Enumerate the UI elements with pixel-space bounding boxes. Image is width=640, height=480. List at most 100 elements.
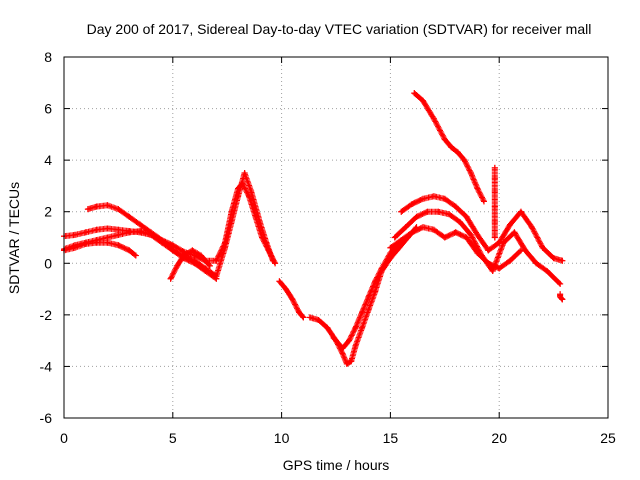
data-point xyxy=(206,262,213,269)
data-point xyxy=(441,136,448,143)
data-point xyxy=(269,257,276,264)
data-point xyxy=(391,234,398,241)
data-point xyxy=(104,225,111,232)
series-track-c xyxy=(84,202,220,282)
data-point xyxy=(420,97,427,104)
data-point xyxy=(424,208,431,215)
data-point xyxy=(359,324,366,331)
data-point xyxy=(491,175,498,182)
plot-frame xyxy=(63,56,609,419)
data-point xyxy=(507,257,514,264)
data-point xyxy=(463,234,470,241)
data-point xyxy=(104,239,111,246)
data-point xyxy=(485,260,492,267)
data-point xyxy=(84,206,91,213)
data-point xyxy=(517,208,524,215)
data-point xyxy=(491,219,498,226)
data-point xyxy=(222,244,229,251)
data-point xyxy=(491,234,498,241)
data-point xyxy=(491,164,498,171)
data-point xyxy=(559,257,566,264)
data-point xyxy=(256,219,263,226)
data-point xyxy=(289,296,296,303)
data-point xyxy=(474,231,481,238)
data-point xyxy=(457,219,464,226)
data-point xyxy=(263,239,270,246)
data-point xyxy=(528,224,535,231)
data-point xyxy=(82,240,89,247)
data-point xyxy=(441,234,448,241)
data-point xyxy=(115,231,122,238)
data-point xyxy=(104,202,111,209)
y-tick-label: 2 xyxy=(44,204,52,220)
data-point xyxy=(435,208,442,215)
data-point xyxy=(248,188,255,195)
data-point xyxy=(359,309,366,316)
data-point xyxy=(452,229,459,236)
data-point xyxy=(137,228,144,235)
data-point xyxy=(346,337,353,344)
data-point xyxy=(352,342,359,349)
data-point xyxy=(343,360,350,367)
y-tick-label: 8 xyxy=(44,49,52,65)
data-point xyxy=(174,262,181,269)
data-point xyxy=(132,252,139,259)
data-point xyxy=(189,247,196,254)
data-point xyxy=(441,195,448,202)
data-point xyxy=(282,286,289,293)
data-point xyxy=(550,255,557,262)
data-point xyxy=(387,244,394,251)
data-point xyxy=(446,211,453,218)
data-point xyxy=(180,252,187,259)
y-tick-label: 6 xyxy=(44,101,52,117)
data-point xyxy=(398,208,405,215)
data-point xyxy=(533,260,540,267)
data-point xyxy=(480,198,487,205)
y-tick-label: -2 xyxy=(40,307,53,323)
data-point xyxy=(82,229,89,236)
data-point xyxy=(411,90,418,97)
data-point xyxy=(300,314,307,321)
data-point xyxy=(496,265,503,272)
series-track-e xyxy=(167,247,213,282)
data-point xyxy=(137,221,144,228)
data-point xyxy=(126,229,133,236)
data-point xyxy=(409,200,416,207)
data-point xyxy=(474,249,481,256)
data-point xyxy=(467,231,474,238)
data-point xyxy=(378,265,385,272)
data-point xyxy=(372,278,379,285)
series-track-j xyxy=(398,193,566,264)
data-point xyxy=(491,188,498,195)
data-point xyxy=(104,234,111,241)
data-point xyxy=(463,213,470,220)
tick-labels: 0 5 10 15 20 25 -6 -4 -2 0 2 4 6 8 xyxy=(40,49,616,446)
data-point xyxy=(500,239,507,246)
data-point xyxy=(474,185,481,192)
data-point xyxy=(365,306,372,313)
data-point xyxy=(454,149,461,156)
data-point xyxy=(491,203,498,210)
x-tick-label: 25 xyxy=(600,430,616,446)
data-point xyxy=(169,247,176,254)
data-point xyxy=(448,144,455,151)
data-point xyxy=(511,229,518,236)
data-point xyxy=(324,324,331,331)
data-point xyxy=(148,229,155,236)
series-track-i xyxy=(411,90,487,205)
x-tick-label: 15 xyxy=(383,430,399,446)
data-point xyxy=(202,268,209,275)
data-point xyxy=(158,237,165,244)
data-point xyxy=(452,203,459,210)
data-point xyxy=(365,293,372,300)
data-point xyxy=(306,314,313,321)
series-track-k xyxy=(391,208,564,287)
y-tick-label: 4 xyxy=(44,152,52,168)
data-point xyxy=(339,350,346,357)
grid xyxy=(64,57,608,418)
x-tick-label: 20 xyxy=(491,430,507,446)
data-point xyxy=(544,268,551,275)
data-point xyxy=(213,275,220,282)
data-point xyxy=(413,213,420,220)
